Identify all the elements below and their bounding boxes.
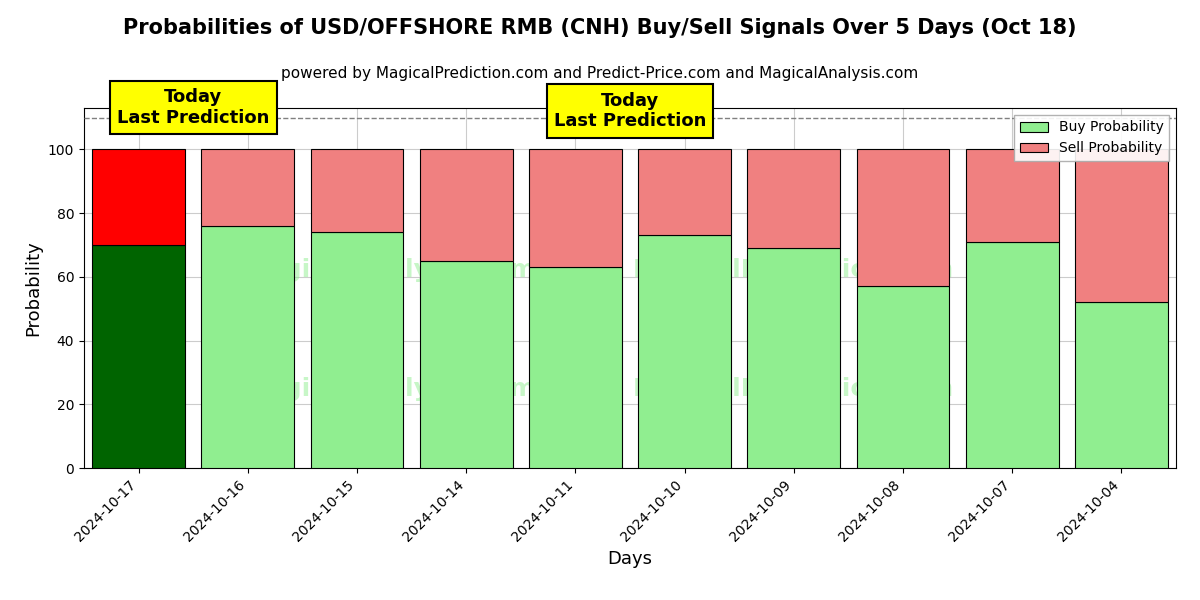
Bar — [529, 267, 622, 468]
Y-axis label: Probability: Probability — [24, 240, 42, 336]
Bar — [311, 149, 403, 232]
Bar — [966, 242, 1058, 468]
Text: Today
Last Prediction: Today Last Prediction — [554, 92, 706, 130]
Text: MagicalAnalysis.com: MagicalAnalysis.com — [242, 258, 536, 282]
Text: MagicalPrediction.com: MagicalPrediction.com — [634, 377, 954, 401]
X-axis label: Days: Days — [607, 550, 653, 568]
Bar — [1075, 302, 1168, 468]
Text: MagicalAnalysis.com: MagicalAnalysis.com — [242, 377, 536, 401]
Bar — [202, 149, 294, 226]
Bar — [420, 149, 512, 261]
Bar — [202, 226, 294, 468]
Bar — [638, 149, 731, 235]
Bar — [748, 149, 840, 248]
Text: MagicalPrediction.com: MagicalPrediction.com — [634, 258, 954, 282]
Bar — [857, 149, 949, 286]
Bar — [966, 149, 1058, 242]
Bar — [857, 286, 949, 468]
Text: powered by MagicalPrediction.com and Predict-Price.com and MagicalAnalysis.com: powered by MagicalPrediction.com and Pre… — [281, 66, 919, 81]
Bar — [311, 232, 403, 468]
Legend: Buy Probability, Sell Probability: Buy Probability, Sell Probability — [1014, 115, 1169, 161]
Bar — [748, 248, 840, 468]
Bar — [92, 149, 185, 245]
Bar — [638, 235, 731, 468]
Bar — [1075, 149, 1168, 302]
Bar — [529, 149, 622, 267]
Bar — [92, 245, 185, 468]
Bar — [420, 261, 512, 468]
Text: Probabilities of USD/OFFSHORE RMB (CNH) Buy/Sell Signals Over 5 Days (Oct 18): Probabilities of USD/OFFSHORE RMB (CNH) … — [124, 18, 1076, 38]
Text: Today
Last Prediction: Today Last Prediction — [118, 88, 269, 127]
